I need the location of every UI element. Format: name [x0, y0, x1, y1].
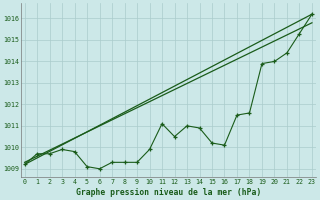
- X-axis label: Graphe pression niveau de la mer (hPa): Graphe pression niveau de la mer (hPa): [76, 188, 261, 197]
